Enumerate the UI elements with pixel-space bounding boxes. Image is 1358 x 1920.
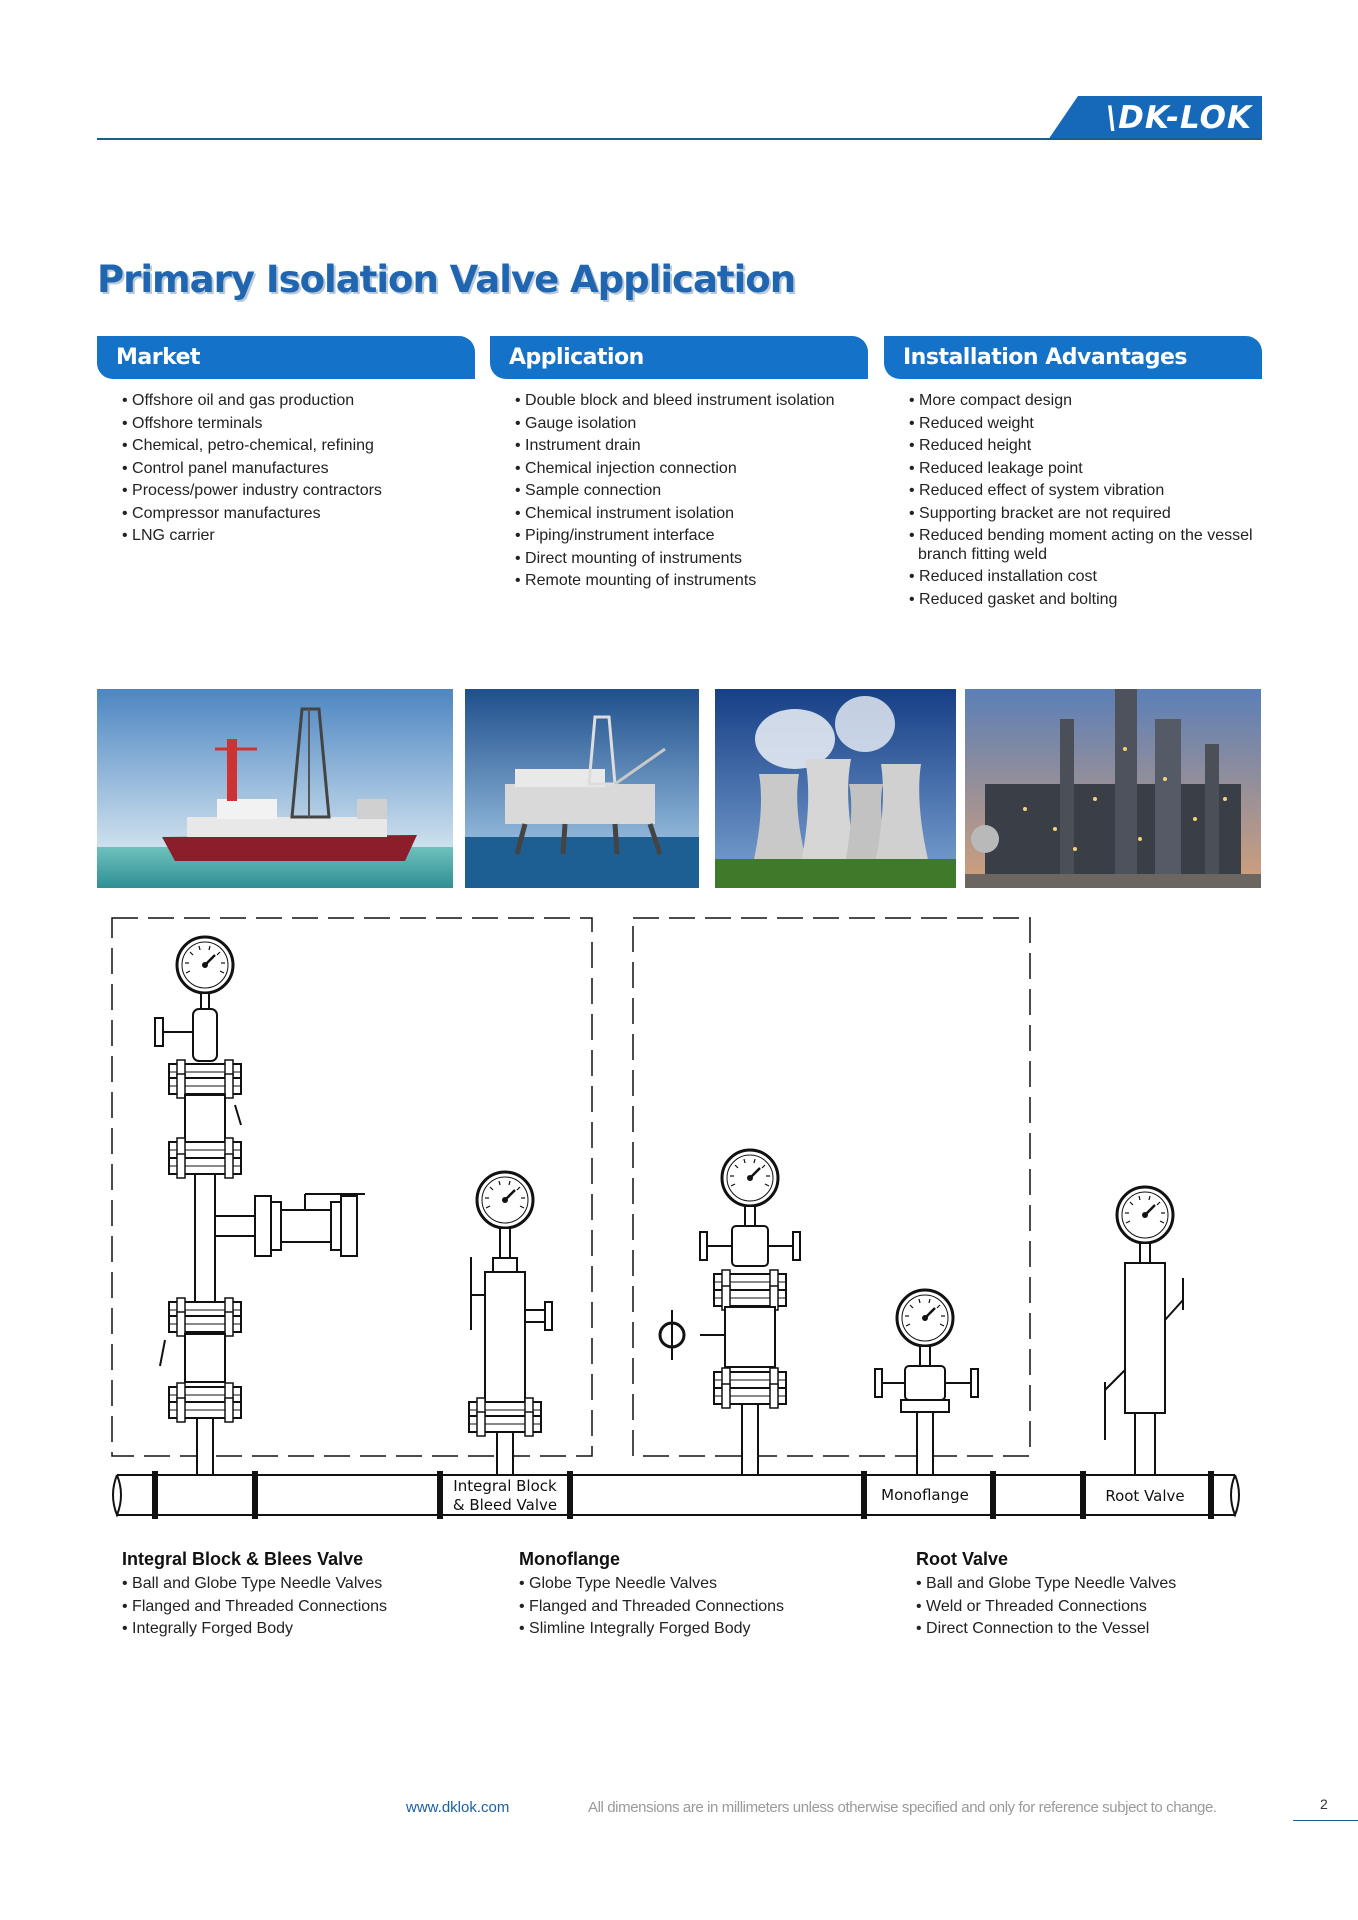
list-item: Globe Type Needle Valves <box>519 1573 849 1596</box>
list-item: Flanged and Threaded Connections <box>122 1596 452 1619</box>
list-item: Double block and bleed instrument isolat… <box>515 390 868 413</box>
list-item: Offshore oil and gas production <box>122 390 475 413</box>
list-item: Reduced bending moment acting on the ves… <box>909 526 1262 564</box>
list-item: Direct Connection to the Vessel <box>916 1618 1246 1641</box>
label-monoflange: Monoflange <box>881 1486 969 1504</box>
market-list: Offshore oil and gas production Offshore… <box>97 390 475 548</box>
advantages-column: Installation Advantages More compact des… <box>884 336 1262 611</box>
list-item: Integrally Forged Body <box>122 1618 452 1641</box>
dklok-logo: \DK-LOK <box>1048 96 1262 140</box>
refinery-photo <box>965 689 1261 888</box>
list-item: Reduced installation cost <box>909 566 1262 589</box>
list-item: Sample connection <box>515 480 868 503</box>
cooling-towers-photo <box>715 689 956 888</box>
list-item: Ball and Globe Type Needle Valves <box>916 1573 1246 1596</box>
drillship-photo <box>97 689 453 888</box>
product-monoflange: Monoflange Globe Type Needle Valves Flan… <box>519 1546 849 1641</box>
product-integral-block: Integral Block & Blees Valve Ball and Gl… <box>122 1546 452 1641</box>
page-number: 2 <box>1320 1796 1328 1812</box>
monoflange-manifold-assembly <box>658 1148 801 1476</box>
product-root-valve: Root Valve Ball and Globe Type Needle Va… <box>916 1546 1246 1641</box>
header-rule <box>97 138 1261 140</box>
list-item: More compact design <box>909 390 1262 413</box>
list-item: Direct mounting of instruments <box>515 548 868 571</box>
integral-block-bleed-valve <box>468 1170 553 1476</box>
page-title: Primary Isolation Valve Application <box>97 258 796 301</box>
page-number-rule <box>1293 1820 1358 1821</box>
product-list: Globe Type Needle Valves Flanged and Thr… <box>519 1573 849 1641</box>
list-item: Chemical, petro-chemical, refining <box>122 435 475 458</box>
list-item: Supporting bracket are not required <box>909 503 1262 526</box>
list-item: Reduced gasket and bolting <box>909 589 1262 612</box>
product-list: Ball and Globe Type Needle Valves Flange… <box>122 1573 452 1641</box>
logo-text: \DK-LOK <box>1105 100 1252 136</box>
list-item: Remote mounting of instruments <box>515 570 868 593</box>
list-item: Reduced weight <box>909 413 1262 436</box>
list-item: Weld or Threaded Connections <box>916 1596 1246 1619</box>
product-list: Ball and Globe Type Needle Valves Weld o… <box>916 1573 1246 1641</box>
list-item: Piping/instrument interface <box>515 525 868 548</box>
application-heading: Application <box>490 336 868 379</box>
label-root-valve: Root Valve <box>1105 1487 1184 1505</box>
list-item: Ball and Globe Type Needle Valves <box>122 1573 452 1596</box>
list-item: Reduced height <box>909 435 1262 458</box>
advantages-heading: Installation Advantages <box>884 336 1262 379</box>
valve-installation-diagram: Integral Block & Bleed Valve Monoflange … <box>111 917 1240 1519</box>
advantages-list: More compact design Reduced weight Reduc… <box>884 390 1262 611</box>
list-item: Control panel manufactures <box>122 458 475 481</box>
product-title: Integral Block & Blees Valve <box>122 1549 364 1569</box>
list-item: Reduced leakage point <box>909 458 1262 481</box>
list-item: Compressor manufactures <box>122 503 475 526</box>
list-item: Process/power industry contractors <box>122 480 475 503</box>
monoflange-valve <box>874 1288 979 1476</box>
list-item: Chemical injection connection <box>515 458 868 481</box>
offshore-platform-photo <box>465 689 699 888</box>
product-title: Monoflange <box>519 1549 620 1569</box>
root-valve <box>1104 1185 1184 1476</box>
list-item: Gauge isolation <box>515 413 868 436</box>
footer-disclaimer: All dimensions are in millimeters unless… <box>588 1799 1217 1816</box>
integral-block-bleed-assembly <box>154 935 365 1476</box>
footer-website-link[interactable]: www.dklok.com <box>406 1799 510 1816</box>
product-title: Root Valve <box>916 1549 1009 1569</box>
list-item: Offshore terminals <box>122 413 475 436</box>
market-column: Market Offshore oil and gas production O… <box>97 336 475 548</box>
application-column: Application Double block and bleed instr… <box>490 336 868 593</box>
list-item: LNG carrier <box>122 525 475 548</box>
label-integral-line1: Integral Block <box>453 1477 557 1495</box>
market-heading: Market <box>97 336 475 379</box>
label-integral-line2: & Bleed Valve <box>453 1496 557 1514</box>
application-list: Double block and bleed instrument isolat… <box>490 390 868 593</box>
list-item: Chemical instrument isolation <box>515 503 868 526</box>
list-item: Slimline Integrally Forged Body <box>519 1618 849 1641</box>
list-item: Reduced effect of system vibration <box>909 480 1262 503</box>
list-item: Flanged and Threaded Connections <box>519 1596 849 1619</box>
list-item: Instrument drain <box>515 435 868 458</box>
process-pipe <box>112 1471 1240 1519</box>
